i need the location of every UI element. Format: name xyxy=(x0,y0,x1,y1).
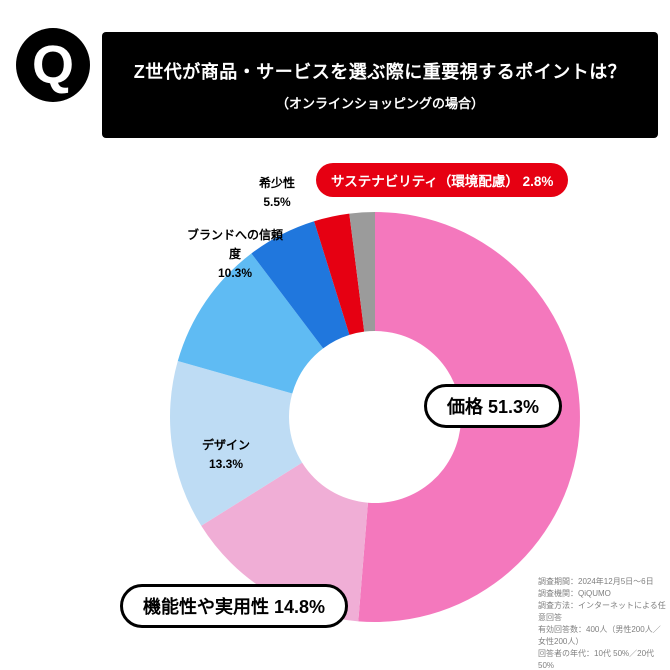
page-title: Z世代が商品・サービスを選ぶ際に重要視するポイントは？ xyxy=(133,62,627,82)
footnote-line: 調査方法：インターネットによる任意回答 xyxy=(538,601,666,622)
footnote-line: 回答者の年代：10代 50%／20代 50% xyxy=(538,649,655,670)
callout-functionality: 機能性や実用性 14.8% xyxy=(120,584,349,628)
survey-footnote: 調査期間：2024年12月5日～6日 調査機関：QiQUMO 調査方法：インターネッ… xyxy=(538,576,666,670)
label-brand-trust: ブランドへの信頼度 10.3% xyxy=(186,226,284,284)
footnote-line: 調査機関：QiQUMO xyxy=(538,589,611,598)
label-design-name: デザイン xyxy=(201,438,250,452)
q-badge: Q xyxy=(16,28,90,102)
label-design-value: 13.3% xyxy=(208,457,244,472)
label-rarity: 希少性 5.5% xyxy=(242,174,312,212)
label-brand-trust-value: 10.3% xyxy=(217,266,253,281)
donut-segment-brand-trust xyxy=(177,253,324,394)
label-rarity-name: 希少性 xyxy=(258,176,295,190)
donut-segment-other xyxy=(349,212,375,332)
callout-price: 価格 51.3% xyxy=(424,384,563,428)
title-banner: Z世代が商品・サービスを選ぶ際に重要視するポイントは？ （オンラインショッピング… xyxy=(102,32,658,138)
callout-sustainability: サステナビリティ（環境配慮） 2.8% xyxy=(316,163,569,197)
donut-segment-functionality xyxy=(201,462,368,622)
donut-segment-sustainability xyxy=(314,213,365,335)
footnote-line: 有効回答数：400人（男性200人／女性200人） xyxy=(538,625,661,646)
page-subtitle: （オンラインショッピングの場合） xyxy=(275,96,484,111)
footnote-line: 調査期間：2024年12月5日～6日 xyxy=(538,577,654,586)
donut-segment-design xyxy=(169,361,303,526)
label-design: デザイン 13.3% xyxy=(190,436,262,474)
q-badge-letter: Q xyxy=(31,35,74,95)
donut-segment-rarity xyxy=(251,221,350,349)
label-rarity-value: 5.5% xyxy=(263,195,291,210)
label-brand-trust-name: ブランドへの信頼度 xyxy=(186,228,283,262)
